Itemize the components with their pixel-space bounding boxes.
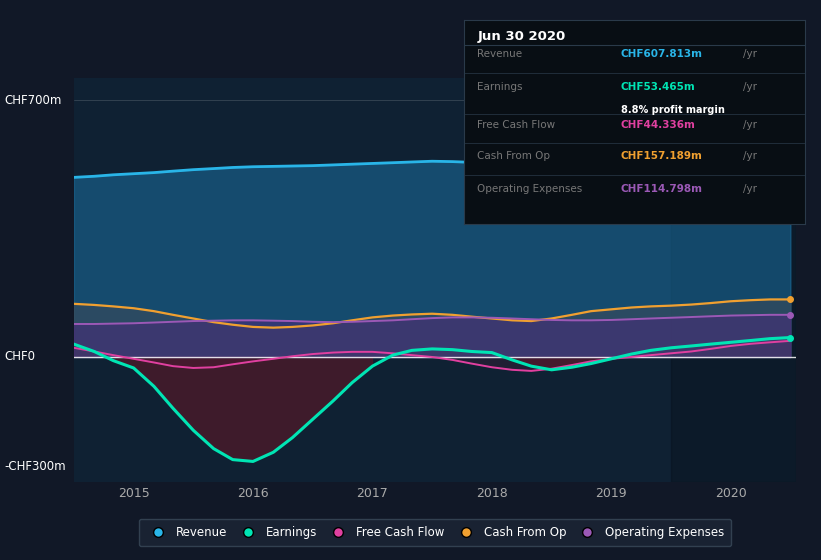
Text: Operating Expenses: Operating Expenses — [478, 184, 583, 194]
Text: Free Cash Flow: Free Cash Flow — [478, 120, 556, 130]
Text: /yr: /yr — [743, 49, 757, 59]
Text: CHF700m: CHF700m — [4, 94, 62, 107]
Text: /yr: /yr — [743, 184, 757, 194]
Text: /yr: /yr — [743, 151, 757, 161]
Text: CHF53.465m: CHF53.465m — [621, 82, 695, 92]
Text: Revenue: Revenue — [478, 49, 523, 59]
Text: CHF607.813m: CHF607.813m — [621, 49, 703, 59]
Legend: Revenue, Earnings, Free Cash Flow, Cash From Op, Operating Expenses: Revenue, Earnings, Free Cash Flow, Cash … — [139, 519, 732, 546]
Text: CHF0: CHF0 — [4, 351, 35, 363]
Text: Jun 30 2020: Jun 30 2020 — [478, 30, 566, 43]
Text: Earnings: Earnings — [478, 82, 523, 92]
Text: CHF157.189m: CHF157.189m — [621, 151, 703, 161]
Text: Cash From Op: Cash From Op — [478, 151, 551, 161]
Text: /yr: /yr — [743, 82, 757, 92]
Text: CHF114.798m: CHF114.798m — [621, 184, 703, 194]
Text: CHF44.336m: CHF44.336m — [621, 120, 695, 130]
Bar — [671, 78, 796, 482]
Text: /yr: /yr — [743, 120, 757, 130]
Text: -CHF300m: -CHF300m — [4, 460, 66, 473]
Text: 8.8% profit margin: 8.8% profit margin — [621, 105, 724, 115]
